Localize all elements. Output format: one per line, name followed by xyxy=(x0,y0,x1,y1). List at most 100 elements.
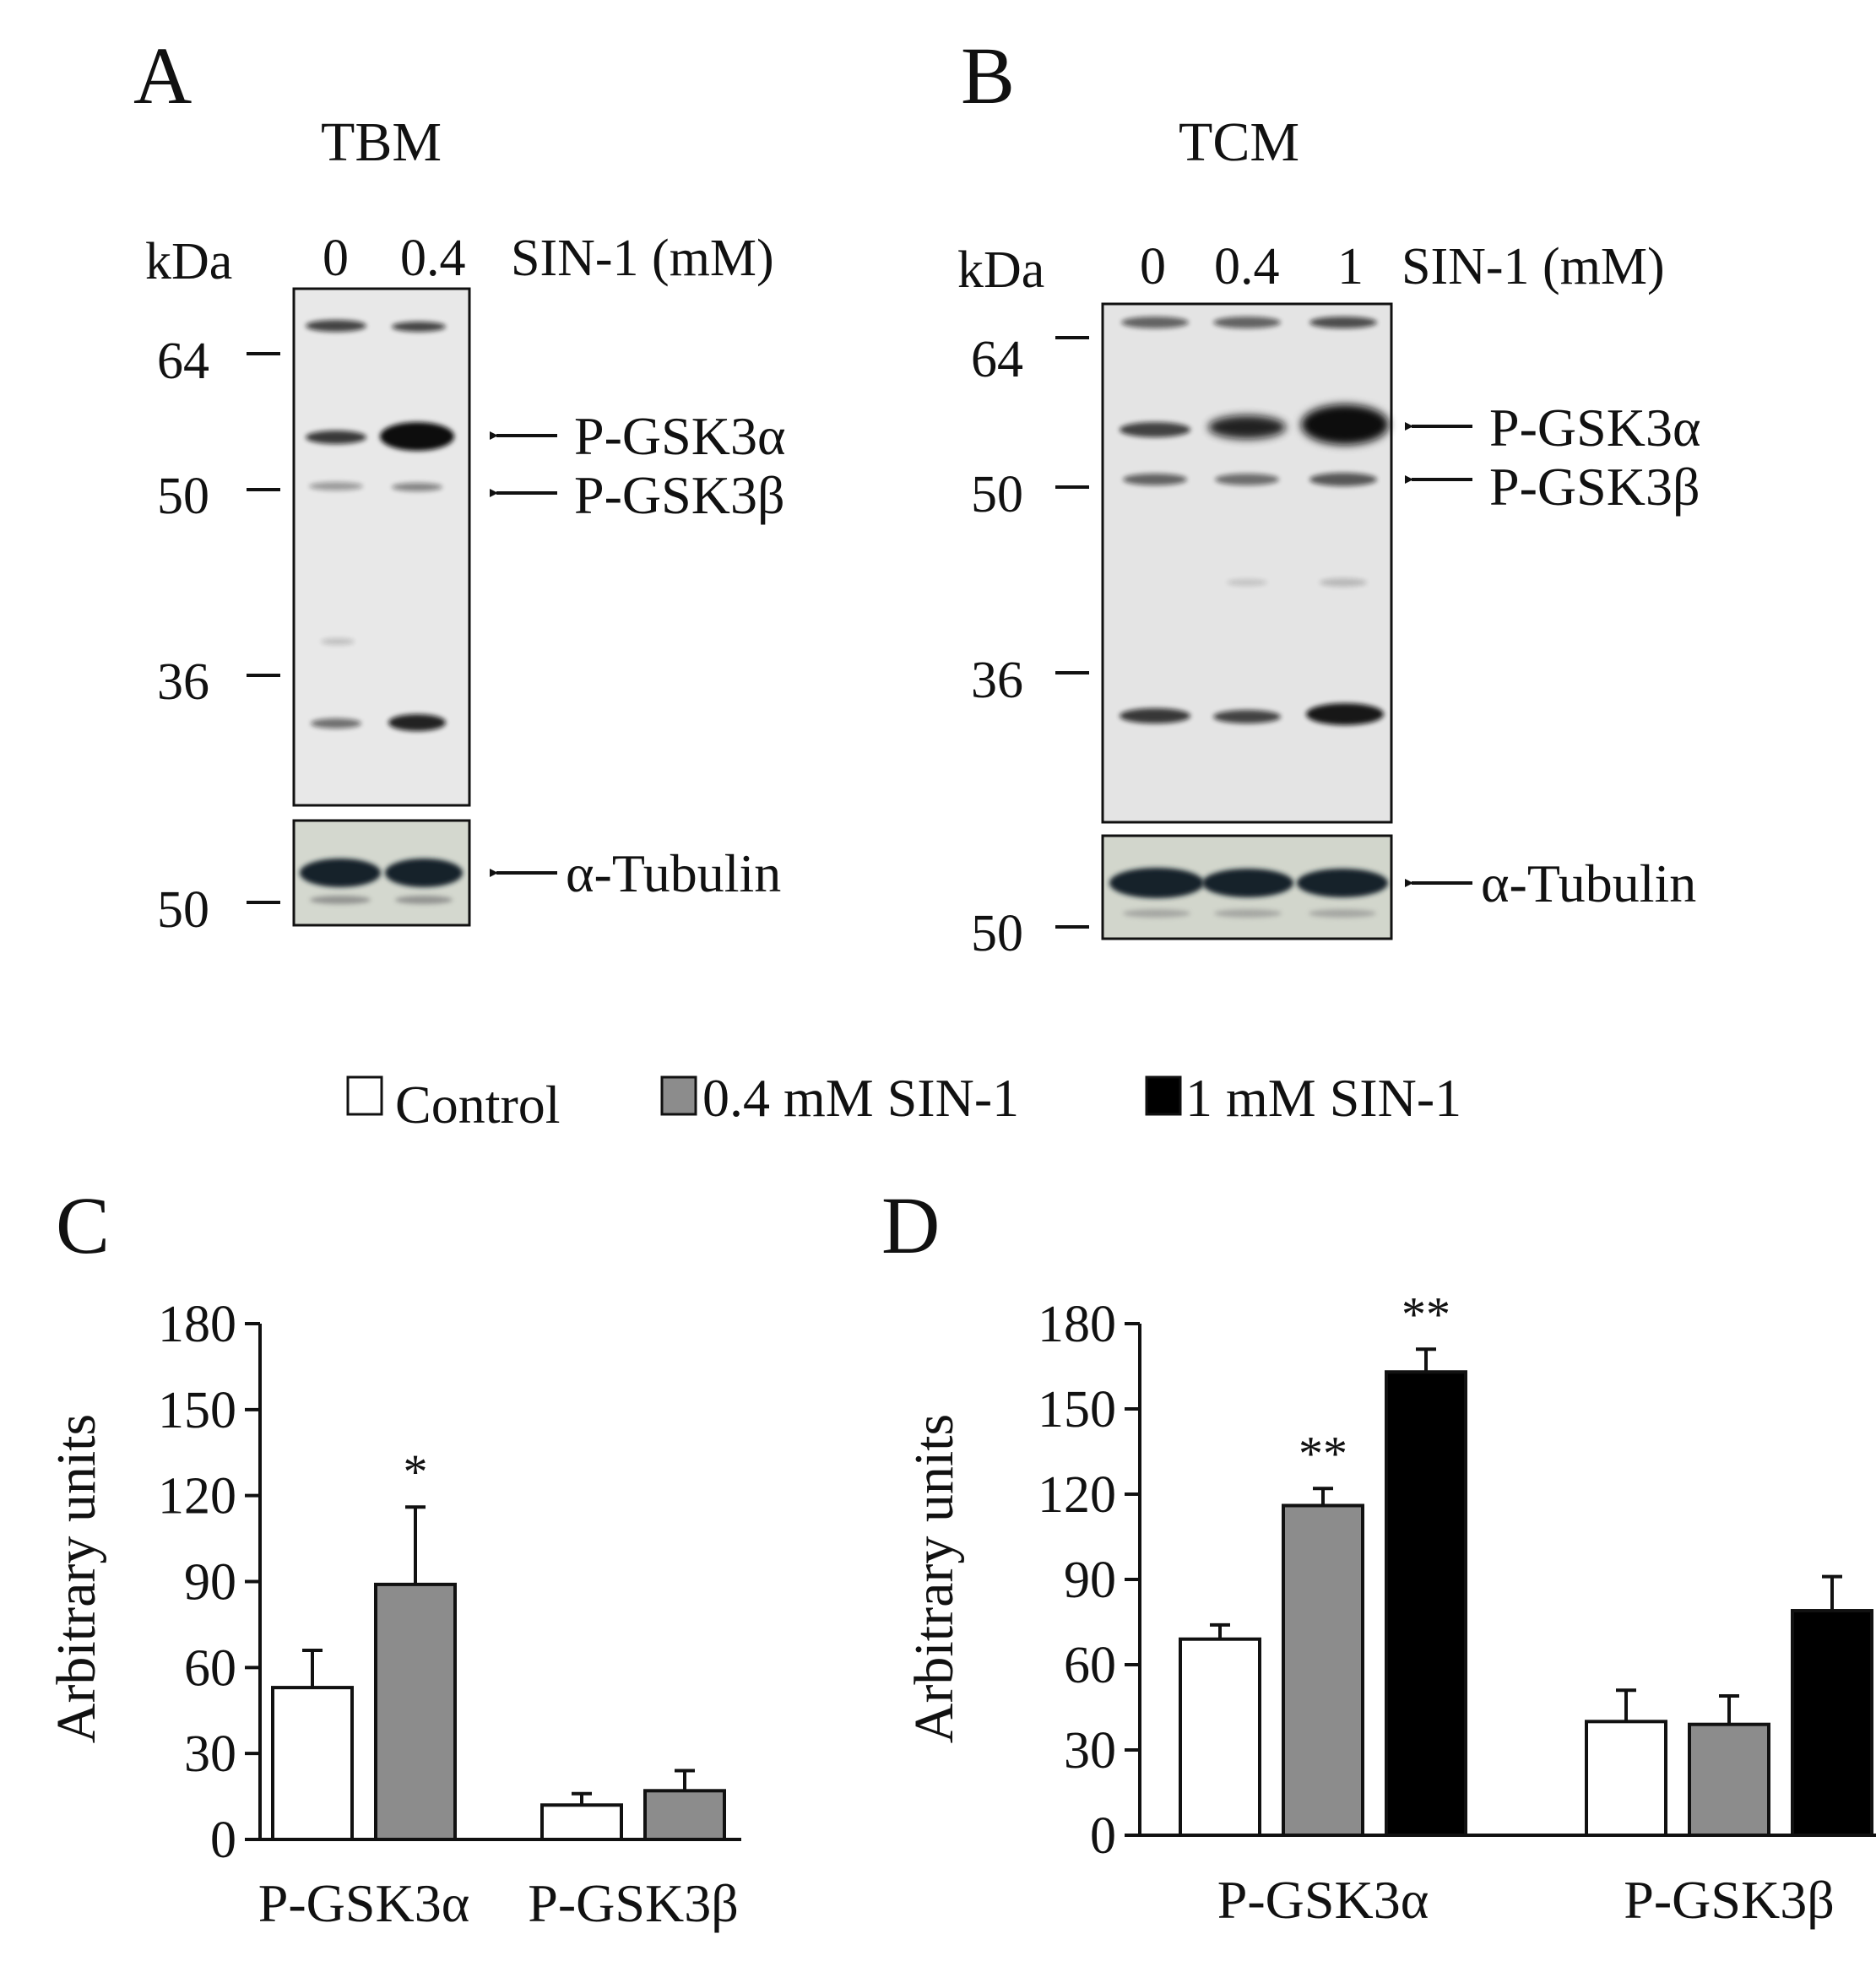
panel-b-label-pgsk3a: P-GSK3α xyxy=(1489,398,1700,458)
legend-item-0-4mm: 0.4 mM SIN-1 xyxy=(660,1068,1019,1128)
band xyxy=(1301,404,1389,445)
band xyxy=(392,483,442,491)
panel-b-title: TCM xyxy=(1179,111,1299,173)
panel-a: A TBM kDa 0 0.4 SIN-1 (mM) xyxy=(133,30,785,939)
y-tick-label: 30 xyxy=(184,1725,236,1783)
band xyxy=(1120,422,1190,437)
band xyxy=(311,718,361,729)
bar xyxy=(1282,1503,1364,1837)
panel-a-mw-64: 64 xyxy=(157,333,209,390)
panel-a-label-pgsk3b: P-GSK3β xyxy=(574,465,785,525)
band xyxy=(1320,578,1367,587)
panel-b-blot-frame xyxy=(1101,302,1393,824)
band xyxy=(395,896,453,904)
panel-a-kda-label: kDa xyxy=(145,233,232,290)
panel-b-mw-64: 64 xyxy=(971,331,1023,388)
band xyxy=(300,859,381,887)
panel-b-mw-tubulin-50: 50 xyxy=(971,905,1023,962)
band xyxy=(1309,317,1377,328)
band xyxy=(1306,703,1384,725)
y-tick-label: 60 xyxy=(1064,1637,1116,1694)
panel-a-letter: A xyxy=(133,30,192,121)
panel-b: B TCM kDa 0 0.4 1 SIN-1 (mM) xyxy=(957,30,1700,962)
bar xyxy=(1385,1370,1467,1837)
bar xyxy=(271,1686,354,1842)
panel-a-label-pgsk3a: P-GSK3α xyxy=(574,406,785,466)
band xyxy=(1123,909,1190,918)
panel-a-label-tubulin: α-Tubulin xyxy=(566,843,781,903)
band xyxy=(1109,868,1204,898)
panel-a-blot xyxy=(292,287,471,807)
panel-b-mw-50: 50 xyxy=(971,466,1023,523)
panel-c-letter: C xyxy=(56,1180,110,1270)
y-tick-label: 60 xyxy=(184,1639,236,1697)
panel-b-letter: B xyxy=(961,30,1015,121)
y-tick-label: 180 xyxy=(1038,1296,1116,1353)
legend-label: 1 mM SIN-1 xyxy=(1185,1068,1461,1128)
band xyxy=(309,482,363,490)
x-category-label: P-GSK3α xyxy=(1217,1870,1429,1930)
legend-swatch xyxy=(660,1075,697,1116)
significance-marker: * xyxy=(404,1444,428,1499)
panel-b-tubulin-blot xyxy=(1101,834,1393,940)
legend-label: Control xyxy=(395,1075,561,1135)
band xyxy=(385,859,463,887)
panel-b-lane-2: 1 xyxy=(1337,238,1364,295)
panel-b-lane-0: 0 xyxy=(1140,238,1166,295)
x-category-label: P-GSK3α xyxy=(258,1873,469,1933)
legend-swatch xyxy=(346,1075,383,1116)
panel-a-bands xyxy=(306,320,454,731)
bar xyxy=(374,1582,457,1841)
band xyxy=(1121,317,1189,328)
panel-a-mw-50: 50 xyxy=(157,468,209,525)
y-tick-label: 150 xyxy=(1038,1381,1116,1438)
legend: Control 0.4 mM SIN-1 1 mM SIN-1 xyxy=(346,1068,1461,1135)
panel-b-kda-label: kDa xyxy=(957,241,1044,299)
panel-a-tubulin-blot xyxy=(292,819,471,927)
y-tick-label: 30 xyxy=(1064,1722,1116,1780)
panel-a-treatment-label: SIN-1 (mM) xyxy=(511,230,774,287)
band xyxy=(1123,474,1187,485)
band xyxy=(1215,474,1279,485)
chart-panel-d: 0 30 60 90 120 150 180 Arbitrary units P-GSK3α P-… xyxy=(903,1287,1876,1930)
y-tick-label: 90 xyxy=(1064,1552,1116,1609)
bar xyxy=(1688,1722,1770,1837)
panel-b-label-pgsk3b: P-GSK3β xyxy=(1489,457,1700,517)
panel-b-bands xyxy=(1120,317,1389,725)
band xyxy=(1309,473,1377,486)
band xyxy=(1202,869,1293,897)
band xyxy=(1120,708,1190,723)
band xyxy=(1297,869,1388,897)
panel-a-mw-tubulin-50: 50 xyxy=(157,881,209,939)
legend-item-control: Control xyxy=(346,1075,561,1135)
bar xyxy=(1585,1720,1667,1838)
y-tick-label: 120 xyxy=(1038,1466,1116,1524)
band xyxy=(388,714,446,731)
y-tick-label: 180 xyxy=(158,1296,236,1353)
band xyxy=(310,896,371,904)
band xyxy=(1214,909,1282,918)
panel-a-lane-0: 0 xyxy=(323,230,349,287)
x-category-label: P-GSK3β xyxy=(528,1873,739,1933)
legend-item-1mm: 1 mM SIN-1 xyxy=(1145,1068,1461,1128)
bar xyxy=(643,1789,726,1841)
y-tick-label: 0 xyxy=(210,1812,236,1869)
panel-b-lane-1: 0.4 xyxy=(1214,238,1280,295)
panel-b-treatment-label: SIN-1 (mM) xyxy=(1402,238,1665,295)
bar xyxy=(1179,1637,1261,1837)
band xyxy=(321,638,355,645)
legend-label: 0.4 mM SIN-1 xyxy=(702,1068,1019,1128)
band xyxy=(306,431,366,444)
bar xyxy=(540,1803,623,1841)
panel-b-blot xyxy=(1101,302,1393,824)
x-category-label: P-GSK3β xyxy=(1624,1870,1835,1930)
y-axis-label: Arbitrary units xyxy=(46,1414,107,1743)
y-tick-label: 0 xyxy=(1090,1807,1116,1865)
significance-marker: ** xyxy=(1402,1287,1450,1341)
band xyxy=(1208,415,1286,439)
band xyxy=(1213,710,1281,723)
panel-a-mw-36: 36 xyxy=(157,653,209,711)
panel-a-lane-1: 0.4 xyxy=(400,230,466,287)
bar xyxy=(1791,1609,1873,1837)
band xyxy=(1227,579,1267,586)
